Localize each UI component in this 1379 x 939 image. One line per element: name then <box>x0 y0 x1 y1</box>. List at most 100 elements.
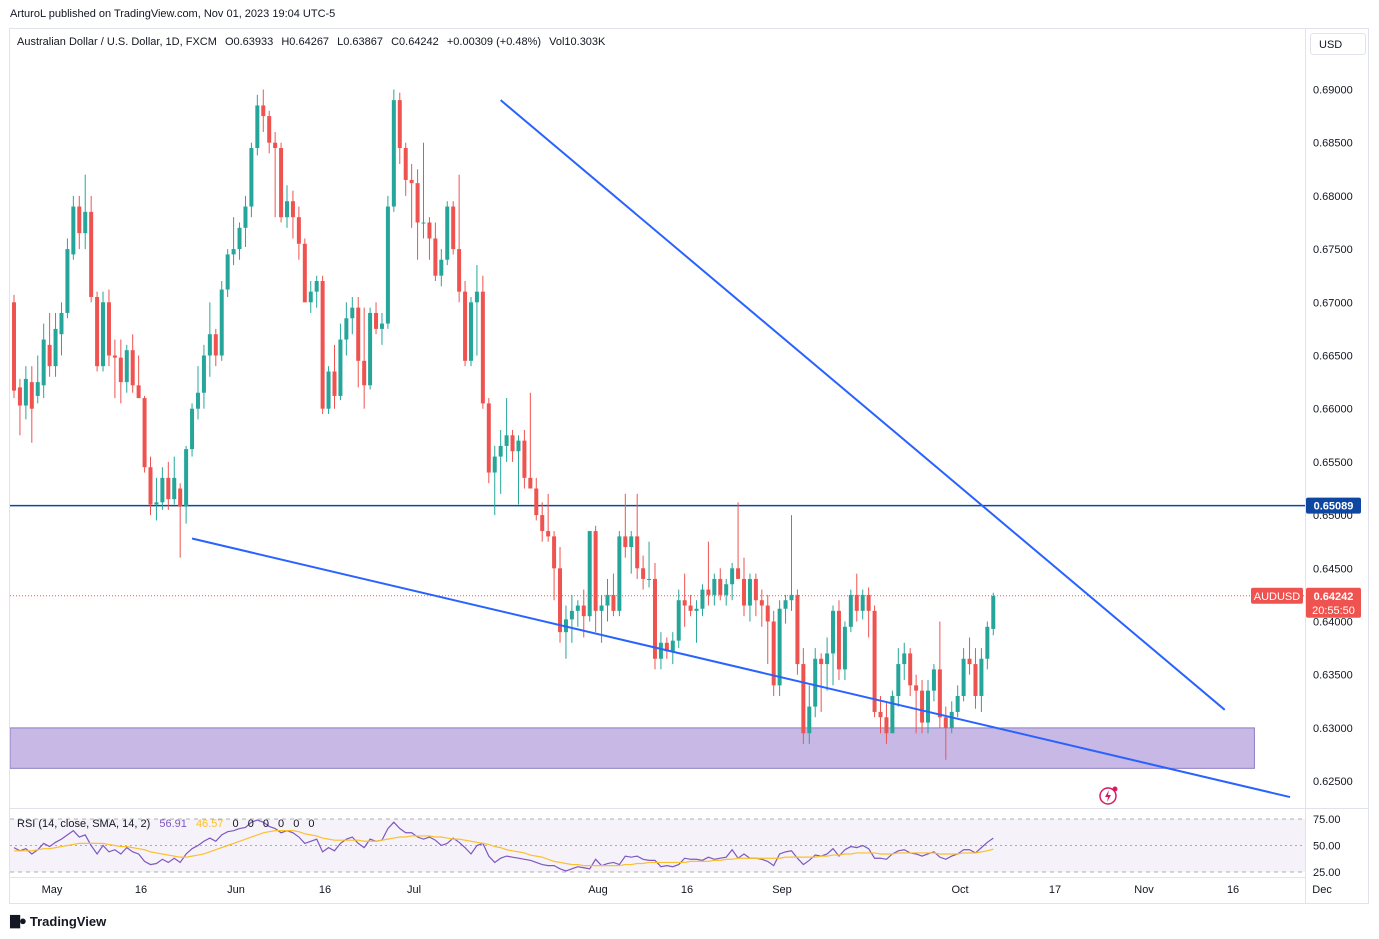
candle-body <box>581 605 586 617</box>
candle-body <box>765 605 770 622</box>
candle-body <box>219 289 224 356</box>
candle-body <box>178 488 183 507</box>
rsi-title: RSI (14, close, SMA, 14, 2) <box>17 818 151 830</box>
last-price-label: 0.64242 <box>1314 591 1354 603</box>
candle-body <box>890 695 895 734</box>
rsi-legend[interactable]: RSI (14, close, SMA, 14, 2) 56.91 46.57 … <box>17 818 318 830</box>
candle-body <box>53 328 58 367</box>
x-tick-label: 16 <box>1227 884 1239 896</box>
price-axis-separator <box>1305 29 1306 903</box>
last-price-tag <box>1306 587 1361 618</box>
candle-body <box>320 281 325 409</box>
y-tick-label: 0.65500 <box>1313 457 1353 469</box>
candle-body <box>195 392 200 409</box>
candle-body <box>415 183 420 223</box>
candle-body <box>937 669 942 718</box>
candle-body <box>670 640 675 652</box>
candle-body <box>463 291 468 361</box>
candle-body <box>878 711 883 718</box>
y-tick-label: 0.64500 <box>1313 563 1353 575</box>
time-axis-separator <box>10 877 1305 878</box>
candle-body <box>617 536 622 611</box>
candle-body <box>249 148 254 207</box>
candle-body <box>504 435 509 446</box>
high-value: H0.64267 <box>281 36 330 48</box>
candle-body <box>605 594 610 606</box>
candle-body <box>789 594 794 601</box>
support-level-tag <box>1306 497 1361 514</box>
candle-body <box>344 318 349 340</box>
candle-body <box>338 339 343 396</box>
candle-body <box>991 595 996 629</box>
candle-body <box>973 664 978 696</box>
candle-body <box>213 334 218 356</box>
candle-body <box>664 642 669 652</box>
candle-body <box>35 382 40 396</box>
candle-body <box>225 254 230 290</box>
candle-body <box>635 536 640 569</box>
candle-body <box>522 440 527 478</box>
candle-body <box>83 211 88 234</box>
flash-icon[interactable] <box>1099 786 1118 805</box>
candle-body <box>326 371 331 409</box>
candle-body <box>124 350 129 383</box>
support-level-label: 0.65089 <box>1314 501 1354 513</box>
candle-body <box>172 477 177 500</box>
candle-body <box>611 594 616 611</box>
candle-body <box>961 658 966 696</box>
candle-body <box>279 148 284 218</box>
candle-body <box>771 621 776 686</box>
pane-separator[interactable] <box>10 808 1369 809</box>
candle-body <box>724 584 729 595</box>
candle-body <box>552 536 557 569</box>
candle-body <box>842 626 847 670</box>
candle-body <box>421 222 426 224</box>
x-tick-label: Jun <box>227 884 245 896</box>
candle-body <box>480 291 485 404</box>
candle-body <box>71 206 76 255</box>
candle-body <box>136 385 141 399</box>
candle-body <box>884 717 889 734</box>
candle-body <box>819 658 824 665</box>
rsi-tick-label: 50.00 <box>1313 841 1341 853</box>
candle-body <box>433 238 438 276</box>
candle-body <box>160 477 165 503</box>
candle-body <box>368 312 373 386</box>
candle-body <box>676 600 681 641</box>
rsi-tick-label: 75.00 <box>1313 814 1341 826</box>
candle-body <box>920 690 925 723</box>
candle-body <box>261 105 266 117</box>
change-value: +0.00309 (+0.48%) <box>446 36 542 48</box>
candle-body <box>783 600 788 609</box>
y-tick-label: 0.66000 <box>1313 404 1353 416</box>
candle-body <box>836 610 841 670</box>
candle-body <box>979 658 984 696</box>
candle-body <box>866 594 871 611</box>
candle-body <box>142 398 147 468</box>
candle-body <box>688 605 693 611</box>
ticker-legend[interactable]: Australian Dollar / U.S. Dollar, 1D, FXC… <box>17 36 610 48</box>
candle-body <box>914 685 919 691</box>
candle-body <box>546 531 551 537</box>
candle-body <box>736 568 741 579</box>
tradingview-logo[interactable]: ▇● TradingView <box>10 913 106 929</box>
candle-body <box>700 589 705 609</box>
y-tick-label: 0.69000 <box>1313 85 1353 97</box>
candle-body <box>201 355 206 393</box>
candle-body <box>949 711 954 728</box>
currency-selector[interactable]: USD <box>1310 33 1366 55</box>
demand-zone <box>10 727 1255 769</box>
candle-body <box>967 658 972 665</box>
candle-body <box>184 449 189 507</box>
candle-body <box>558 568 563 633</box>
candle-body <box>831 610 836 654</box>
x-tick-label: May <box>42 884 63 896</box>
candle-body <box>403 148 408 180</box>
tradingview-logo-icon: ▇● <box>10 913 27 928</box>
x-tick-label: Oct <box>951 884 968 896</box>
candle-body <box>813 658 818 707</box>
candle-body <box>166 477 171 500</box>
candle-body <box>825 653 830 665</box>
x-tick-label: 16 <box>319 884 331 896</box>
